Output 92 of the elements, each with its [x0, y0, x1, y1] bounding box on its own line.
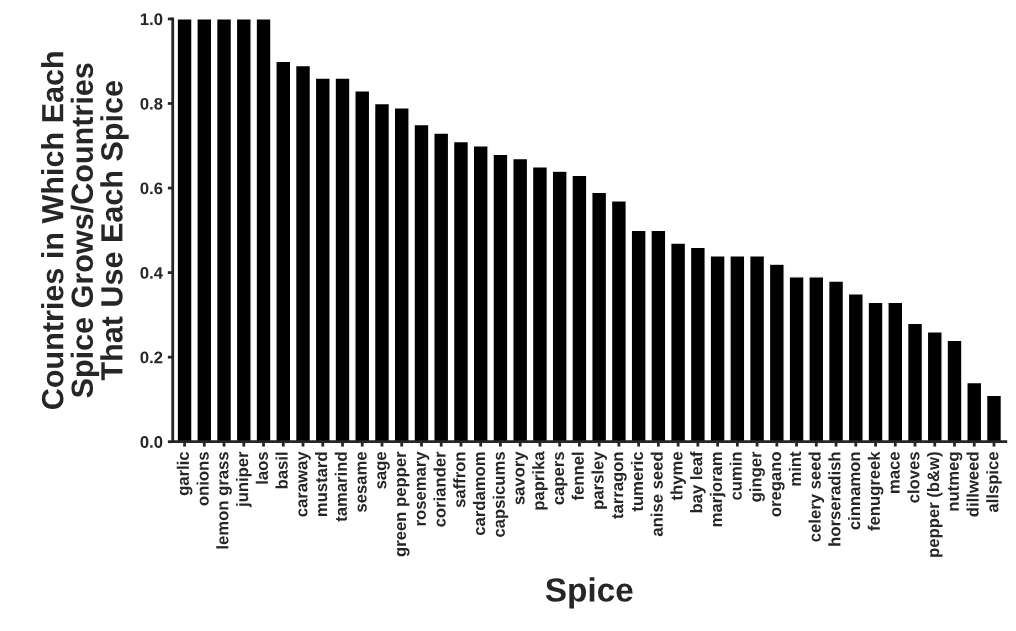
x-axis-title: Spice — [545, 577, 633, 609]
x-tick-label: basil — [275, 452, 288, 489]
bar — [630, 229, 647, 442]
x-tick-label: lemon grass — [216, 452, 232, 549]
bar — [808, 276, 825, 442]
x-tick-label: sesame — [357, 451, 367, 512]
y-tick-label: 1.0 — [140, 13, 163, 26]
bar — [847, 293, 864, 442]
bar — [176, 18, 193, 442]
x-tick-label: paprika — [532, 451, 548, 510]
bar — [867, 301, 884, 442]
x-tick-label: coriander — [433, 451, 446, 527]
bar — [591, 191, 608, 442]
bar — [215, 18, 233, 442]
x-tick-label: tumeric — [630, 451, 644, 512]
bar — [689, 246, 706, 442]
x-tick-label: savory — [515, 451, 528, 505]
x-tick-label: sage — [377, 451, 390, 489]
bar — [492, 153, 509, 442]
x-tick-label: capers — [554, 452, 568, 505]
bar — [393, 107, 410, 442]
x-tick-label: allspice — [986, 451, 1002, 513]
bar — [512, 157, 529, 442]
bar — [729, 254, 746, 442]
bar — [354, 90, 371, 442]
x-tick-label: bay leaf — [690, 451, 706, 513]
x-tick-label: capsicums — [492, 452, 509, 537]
bar — [413, 123, 430, 442]
x-tick-label: caraway — [298, 451, 311, 517]
x-tick-label: oregano — [772, 452, 785, 517]
bar — [650, 229, 667, 442]
bar — [887, 301, 904, 442]
x-tick-label: ginger — [749, 451, 765, 502]
x-tick-label: laos — [255, 452, 269, 484]
x-tick-label: thyme — [670, 451, 686, 501]
x-tick-label: cloves — [907, 452, 920, 503]
x-tick-label: mace — [890, 451, 900, 493]
x-tick-label: dillweed — [966, 452, 979, 517]
bar — [788, 276, 805, 442]
y-axis-title: Countries in Which Each Spice Grows/Countries That Use Each Spice — [41, 52, 129, 409]
bar — [314, 77, 331, 442]
bar — [709, 254, 726, 442]
bar — [551, 170, 568, 442]
bar — [926, 331, 943, 442]
bar — [966, 381, 983, 442]
x-tick-label: nutmeg — [947, 452, 963, 511]
bar — [235, 18, 252, 442]
x-tick-label: horseradish — [828, 452, 841, 546]
bar — [531, 166, 549, 442]
y-tick-label: 0.6 — [140, 182, 163, 195]
bar — [196, 18, 213, 442]
x-tick-label: marjoram — [709, 452, 726, 527]
x-tick-label: parsley — [591, 451, 607, 509]
y-tick-label: 0.0 — [140, 436, 163, 448]
y-tick-label: 0.4 — [140, 266, 163, 279]
x-tick-label: pepper (b&w) — [927, 452, 943, 557]
y-tick-label: 0.2 — [140, 351, 163, 364]
bar — [294, 64, 312, 442]
bar — [670, 242, 687, 442]
x-tick-label: mint — [788, 451, 802, 486]
bar — [906, 322, 924, 442]
x-tick-label: tarragon — [612, 452, 627, 519]
bar — [827, 280, 845, 442]
bar — [275, 60, 292, 442]
x-tick-label: cinnamon — [848, 452, 861, 530]
x-tick-label: celery seed — [808, 452, 825, 542]
bar — [255, 18, 272, 442]
x-tick-label: green pepper — [396, 451, 410, 557]
bar — [452, 140, 470, 442]
bar — [433, 132, 450, 442]
bar — [768, 263, 785, 442]
bar — [946, 339, 963, 442]
bar — [571, 174, 588, 442]
x-tick-label: fenugreek — [867, 451, 884, 531]
x-tick-label: onions — [196, 452, 209, 506]
x-tick-label: juniper — [236, 451, 252, 508]
x-tick-label: saffron — [453, 452, 466, 508]
x-tick-label: garlic — [176, 451, 193, 496]
x-tick-label: cumin — [729, 452, 742, 500]
bar — [472, 145, 489, 442]
bar — [985, 394, 1003, 442]
x-tick-label: fennel — [571, 452, 584, 501]
x-tick-label: mustard — [314, 452, 328, 517]
bar — [610, 200, 627, 442]
bar — [334, 77, 351, 442]
y-tick-label: 0.8 — [140, 97, 163, 110]
bar — [373, 102, 391, 442]
x-tick-label: rosemary — [416, 451, 430, 526]
x-tick-label: anise seed — [650, 452, 663, 537]
x-tick-label: tamarind — [334, 452, 347, 522]
bar — [748, 254, 766, 442]
x-tick-label: cardamom — [472, 452, 486, 536]
